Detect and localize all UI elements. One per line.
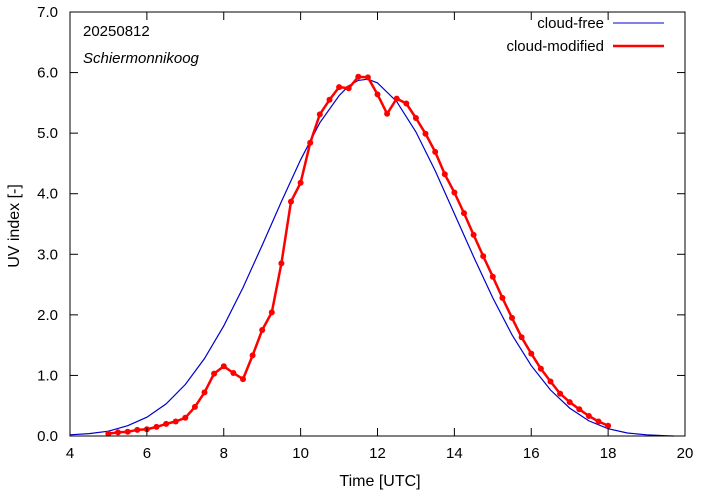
x-tick-label: 12 xyxy=(369,445,386,462)
y-tick-label: 3.0 xyxy=(37,246,58,263)
data-point-cloud-modified xyxy=(595,418,602,425)
data-point-cloud-modified xyxy=(547,378,554,385)
x-tick-label: 6 xyxy=(143,445,151,462)
data-point-cloud-modified xyxy=(163,420,170,427)
y-tick-label: 6.0 xyxy=(37,65,58,82)
data-point-cloud-modified xyxy=(557,390,564,397)
data-point-cloud-modified xyxy=(384,110,391,117)
data-point-cloud-modified xyxy=(364,74,371,81)
data-point-cloud-modified xyxy=(585,413,592,419)
x-tick-label: 18 xyxy=(600,445,617,462)
data-point-cloud-modified xyxy=(345,85,352,92)
data-point-cloud-modified xyxy=(451,189,458,196)
data-point-cloud-modified xyxy=(124,428,131,435)
axis-ticks xyxy=(69,11,686,437)
data-point-cloud-modified xyxy=(499,294,506,301)
data-point-cloud-modified xyxy=(566,399,573,406)
legend-label-cloud-free: cloud-free xyxy=(537,15,604,32)
data-point-cloud-modified xyxy=(134,426,141,433)
x-tick-label: 10 xyxy=(292,445,309,462)
data-point-cloud-modified xyxy=(461,210,467,217)
y-tick-label: 1.0 xyxy=(37,367,58,384)
data-point-cloud-modified xyxy=(528,350,535,357)
data-point-cloud-modified xyxy=(288,198,294,205)
date-annotation: 20250812 xyxy=(83,23,150,40)
data-point-cloud-modified xyxy=(240,376,246,383)
data-point-cloud-modified xyxy=(393,95,400,102)
data-point-cloud-modified xyxy=(307,139,314,146)
data-point-cloud-modified xyxy=(316,111,323,118)
x-tick-label: 4 xyxy=(66,445,74,462)
y-tick-label: 2.0 xyxy=(37,307,58,324)
data-point-cloud-modified xyxy=(441,171,448,178)
x-tick-label: 20 xyxy=(677,445,694,462)
data-point-cloud-modified xyxy=(201,389,208,396)
x-axis-label: Time [UTC] xyxy=(339,473,420,490)
data-point-cloud-modified xyxy=(105,430,112,437)
data-point-cloud-modified xyxy=(355,73,362,80)
data-point-cloud-modified xyxy=(509,314,515,321)
y-tick-label: 4.0 xyxy=(37,186,58,203)
data-point-cloud-modified xyxy=(278,260,285,267)
data-point-cloud-modified xyxy=(153,423,160,430)
data-point-cloud-modified xyxy=(259,327,266,333)
data-point-cloud-modified xyxy=(191,403,198,410)
data-point-cloud-modified xyxy=(537,365,544,372)
data-point-cloud-modified xyxy=(220,363,227,370)
data-point-cloud-modified xyxy=(268,309,275,316)
data-point-cloud-modified xyxy=(211,370,218,377)
data-point-cloud-modified xyxy=(605,422,612,429)
y-tick-label: 5.0 xyxy=(37,125,58,142)
data-point-cloud-modified xyxy=(182,414,189,421)
data-point-cloud-modified xyxy=(403,100,410,107)
data-point-cloud-modified xyxy=(518,334,525,341)
data-point-cloud-modified xyxy=(489,273,496,280)
x-tick-label: 8 xyxy=(220,445,228,462)
data-point-cloud-modified xyxy=(432,148,439,155)
location-annotation: Schiermonnikoog xyxy=(83,50,200,67)
y-axis-label: UV index [-] xyxy=(6,184,23,268)
data-point-cloud-modified xyxy=(249,352,256,359)
data-point-cloud-modified xyxy=(412,115,419,121)
data-point-cloud-modified xyxy=(115,429,121,436)
data-point-cloud-modified xyxy=(172,418,179,425)
legend: cloud-free cloud-modified xyxy=(506,15,664,55)
data-point-cloud-modified xyxy=(326,96,333,103)
x-tick-label: 16 xyxy=(523,445,540,462)
data-point-cloud-modified xyxy=(374,91,381,98)
axis-tick-labels: 4 6 8 10 12 14 16 18 20 0.0 1.0 2.0 3.0 4.0 5.0 6.0 7.0 xyxy=(37,4,693,462)
x-tick-label: 14 xyxy=(446,445,463,462)
legend-label-cloud-modified: cloud-modified xyxy=(506,38,604,55)
data-point-cloud-modified xyxy=(336,84,343,91)
data-point-cloud-modified xyxy=(422,130,429,137)
data-point-cloud-modified xyxy=(470,231,477,238)
data-point-cloud-modified xyxy=(230,370,237,376)
y-tick-label: 7.0 xyxy=(37,4,58,21)
data-point-cloud-modified xyxy=(576,406,583,413)
data-point-cloud-modified xyxy=(297,179,304,186)
data-point-cloud-modified xyxy=(480,253,487,260)
y-tick-label: 0.0 xyxy=(37,428,58,445)
plot-series xyxy=(69,73,674,437)
